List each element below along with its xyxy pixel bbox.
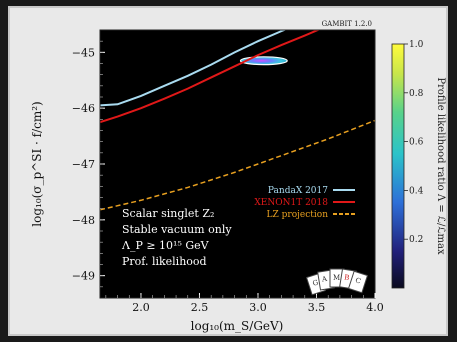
- svg-text:A: A: [320, 275, 328, 284]
- gambit-version-tag: GAMBIT 1.2.0: [322, 20, 372, 28]
- annotation-line: Prof. likelihood: [122, 255, 207, 268]
- colorbar-tick-label: 0.2: [409, 235, 423, 245]
- y-tick-label: −47: [72, 158, 95, 171]
- colorbar-tick-label: 1.0: [409, 40, 424, 50]
- x-tick-label: 2.5: [191, 301, 209, 314]
- annotation-line: Stable vacuum only: [122, 223, 232, 236]
- annotation-line: Scalar singlet Z₂: [122, 207, 214, 220]
- colorbar-tick-label: 0.8: [409, 89, 424, 99]
- x-axis-label: log₁₀(m_S/GeV): [191, 319, 284, 333]
- series-line-1: [100, 30, 321, 124]
- svg-text:C: C: [354, 276, 362, 285]
- legend-label: LZ projection: [267, 210, 329, 220]
- x-tick-label: 4.0: [366, 301, 384, 314]
- colorbar-tick-label: 0.6: [409, 138, 424, 148]
- annotation-line: Λ_P ≥ 10¹⁵ GeV: [121, 239, 210, 252]
- legend-label: XENON1T 2018: [254, 198, 328, 208]
- colorbar: [391, 43, 405, 289]
- y-tick-label: −45: [72, 46, 95, 59]
- y-tick-label: −46: [72, 102, 95, 115]
- colorbar-label: Profile likelihood ratio Λ = ℒ/ℒmax: [435, 77, 446, 255]
- y-axis-label: log₁₀(σ_p^SI · f/cm²): [30, 101, 44, 226]
- legend-label: PandaX 2017: [268, 186, 328, 196]
- x-tick-label: 2.0: [132, 301, 150, 314]
- y-tick-label: −49: [72, 270, 95, 283]
- series-line-0: [100, 30, 287, 107]
- svg-text:B: B: [344, 273, 350, 282]
- x-tick-label: 3.0: [249, 301, 267, 314]
- y-tick-label: −48: [72, 214, 95, 227]
- svg-text:M: M: [333, 274, 340, 282]
- series-line-2: [100, 119, 375, 211]
- gambit-logo: G A M B C: [305, 268, 369, 296]
- x-tick-label: 3.5: [308, 301, 326, 314]
- svg-text:G: G: [312, 278, 320, 287]
- colorbar-tick-label: 0.4: [409, 186, 424, 196]
- plot-area: [100, 30, 375, 298]
